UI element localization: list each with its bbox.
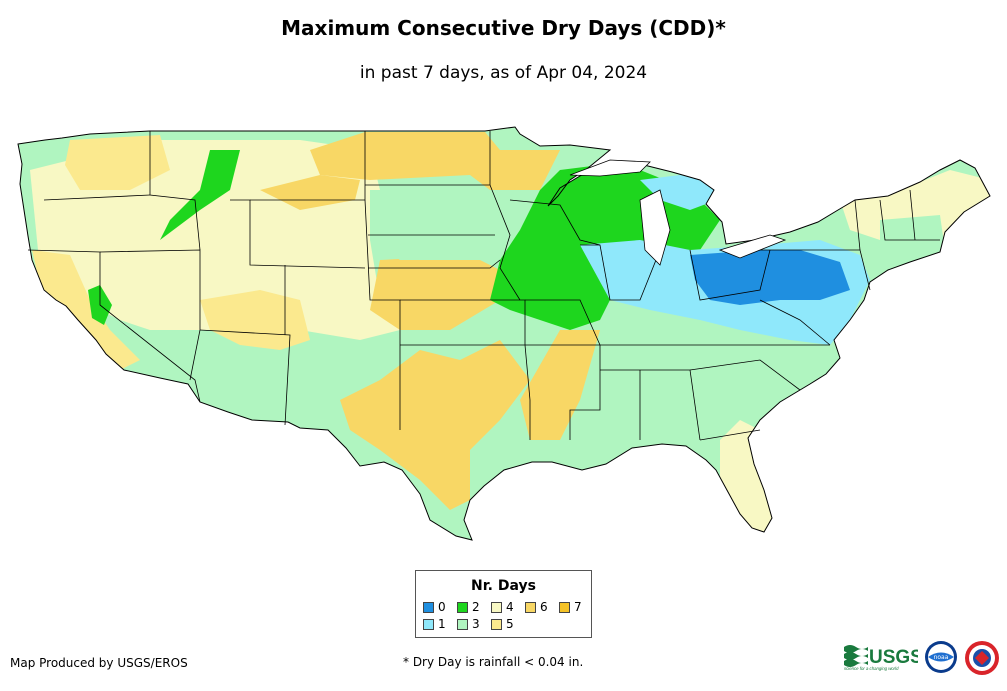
usgs-tagline: science for a changing world xyxy=(844,666,899,671)
legend-item-2: 2 xyxy=(457,601,480,613)
legend-item-4: 4 xyxy=(491,601,514,613)
credit-text: Map Produced by USGS/EROS xyxy=(10,656,188,670)
lake-superior xyxy=(569,159,651,177)
legend-item-7: 7 xyxy=(559,601,582,613)
legend-swatch xyxy=(491,619,502,630)
map-title: Maximum Consecutive Dry Days (CDD)* xyxy=(281,16,726,40)
footnote-text: * Dry Day is rainfall < 0.04 in. xyxy=(403,655,584,669)
legend-swatch xyxy=(559,602,570,613)
legend-label: 1 xyxy=(438,617,446,631)
usgs-logo: USGS science for a changing world xyxy=(844,645,918,671)
us-dry-days-map xyxy=(17,126,991,541)
zone-5-pnw xyxy=(65,135,170,190)
legend-item-5: 5 xyxy=(491,618,514,630)
legend: Nr. Days 0 1 2 3 4 5 6 7 xyxy=(415,570,592,638)
noaa-logo: noaa xyxy=(925,641,957,673)
zone-6-dakotas xyxy=(310,132,560,190)
legend-swatch xyxy=(491,602,502,613)
legend-title: Nr. Days xyxy=(471,578,536,594)
legend-swatch xyxy=(423,602,434,613)
legend-item-6: 6 xyxy=(525,601,548,613)
legend-label: 0 xyxy=(438,600,446,614)
legend-swatch xyxy=(423,619,434,630)
legend-label: 2 xyxy=(472,600,480,614)
zone-1-michigan xyxy=(640,175,714,210)
zone-5-california xyxy=(32,250,140,370)
legend-label: 6 xyxy=(540,600,548,614)
zone-6-nevada xyxy=(260,175,360,210)
legend-swatch xyxy=(525,602,536,613)
legend-label: 3 xyxy=(472,617,480,631)
zone-3-nebraska xyxy=(370,190,520,260)
zone-5-southwest xyxy=(200,290,310,350)
state-boundaries xyxy=(27,131,940,441)
legend-item-1: 1 xyxy=(423,618,446,630)
noaa-wordmark: noaa xyxy=(934,654,949,661)
map-subtitle: in past 7 days, as of Apr 04, 2024 xyxy=(359,63,648,83)
nws-logo xyxy=(965,641,999,675)
legend-swatch xyxy=(457,619,468,630)
legend-label: 4 xyxy=(506,600,514,614)
usgs-wordmark: USGS xyxy=(869,647,918,668)
legend-label: 7 xyxy=(574,600,582,614)
zone-6-louisiana xyxy=(520,330,600,440)
zone-2-west-patch xyxy=(160,150,240,240)
legend-label: 5 xyxy=(506,617,514,631)
zone-0-ohio xyxy=(690,250,850,305)
zone-6-texas xyxy=(340,340,530,510)
legend-swatch xyxy=(457,602,468,613)
zone-3-new-england xyxy=(880,215,945,262)
lake-erie xyxy=(718,234,787,259)
zone-6-kansas xyxy=(370,255,500,330)
lake-michigan xyxy=(639,189,671,266)
legend-item-3: 3 xyxy=(457,618,480,630)
legend-item-0: 0 xyxy=(423,601,446,613)
